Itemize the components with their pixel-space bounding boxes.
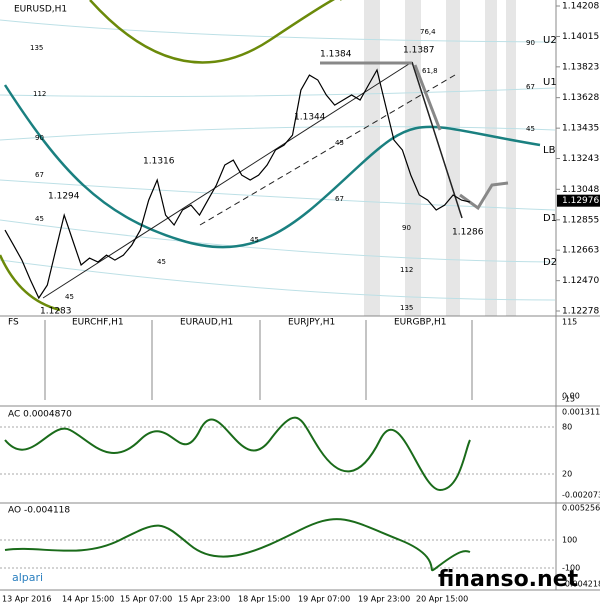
watermark: alpari bbox=[12, 571, 43, 584]
y-tick-label: 1.14015 bbox=[562, 32, 599, 42]
panel-scale-label: 0.00 bbox=[562, 392, 580, 401]
price-note: 1.1294 bbox=[48, 192, 80, 202]
time-label: 15 Apr 23:00 bbox=[178, 595, 230, 604]
panel-title: FS bbox=[8, 318, 19, 328]
y-tick-label: 1.12663 bbox=[562, 246, 599, 256]
fib-label: 135 bbox=[400, 304, 413, 312]
fib-label: 67 bbox=[335, 195, 344, 203]
ma-slow bbox=[89, 0, 342, 64]
ao-signal bbox=[4, 518, 471, 572]
price-note: 1.1286 bbox=[452, 228, 484, 238]
time-label: 19 Apr 23:00 bbox=[358, 595, 410, 604]
level-label: U2 bbox=[543, 35, 557, 46]
panel-scale-label: -100 bbox=[562, 564, 580, 573]
panel-scale-label: 100 bbox=[562, 536, 577, 545]
price-note: 1.1387 bbox=[403, 46, 435, 56]
time-label: 15 Apr 07:00 bbox=[120, 595, 172, 604]
fib-label: 45 bbox=[335, 139, 344, 147]
panel-scale-label: 80 bbox=[562, 423, 572, 432]
y-tick-label: 1.13628 bbox=[562, 93, 599, 103]
time-label: 19 Apr 07:00 bbox=[298, 595, 350, 604]
y-tick-label: 1.12470 bbox=[562, 276, 599, 286]
price-note: 1.1344 bbox=[294, 113, 326, 123]
chart-title: EURUSD,H1 bbox=[14, 5, 67, 15]
panel-scale-label: 0.005256 bbox=[562, 504, 600, 513]
panel-scale-label: 115 bbox=[562, 318, 577, 327]
fib-label: 90 bbox=[526, 39, 535, 47]
fib-label: 135 bbox=[30, 44, 43, 52]
fib-label: 67 bbox=[526, 83, 535, 91]
panel-title: EURGBP,H1 bbox=[394, 318, 446, 328]
y-tick-label: 1.13435 bbox=[562, 124, 599, 134]
fib-label: 61,8 bbox=[422, 67, 438, 75]
y-tick-label: 1.13243 bbox=[562, 154, 599, 164]
y-tick-label: 1.13048 bbox=[562, 185, 599, 195]
fib-label: 90 bbox=[402, 224, 411, 232]
panel-scale-label: 20 bbox=[562, 470, 572, 479]
price-line bbox=[4, 68, 471, 300]
y-tick-label: 1.12855 bbox=[562, 215, 599, 225]
panel-scale-label: -0.002073 bbox=[562, 491, 600, 500]
frame bbox=[0, 0, 600, 591]
level-label: LB bbox=[543, 145, 556, 156]
price-note: 1.1283 bbox=[40, 307, 72, 317]
level-label: U1 bbox=[543, 77, 557, 88]
fib-label: 45 bbox=[35, 215, 44, 223]
watermark: finanso.net bbox=[438, 567, 579, 592]
time-label: 20 Apr 15:00 bbox=[416, 595, 468, 604]
y-tick-label: 1.13823 bbox=[562, 62, 599, 72]
fib-label: 90 bbox=[35, 134, 44, 142]
panel-title: EURJPY,H1 bbox=[288, 318, 335, 328]
last-price-box bbox=[557, 194, 600, 207]
fib-label: 45 bbox=[157, 258, 166, 266]
panel-scale-label: -0.004218 bbox=[562, 580, 600, 589]
level-label: D1 bbox=[543, 213, 557, 224]
fib-label: 112 bbox=[400, 266, 413, 274]
last-price-label: 1.12976 bbox=[562, 196, 599, 206]
time-label: 13 Apr 2016 bbox=[2, 595, 51, 604]
panel-title: EURAUD,H1 bbox=[180, 318, 233, 328]
time-label: 14 Apr 15:00 bbox=[62, 595, 114, 604]
ac-signal bbox=[4, 416, 471, 492]
panel-title: AC 0.0004870 bbox=[8, 410, 72, 420]
fib-label: 76,4 bbox=[420, 28, 436, 36]
fib-label: 45 bbox=[526, 125, 535, 133]
price-note: 1.1316 bbox=[143, 157, 175, 167]
panel-title: AO -0.004118 bbox=[8, 506, 70, 516]
ma-slow bbox=[0, 254, 61, 312]
y-tick-label: 1.12278 bbox=[562, 307, 599, 317]
fib-label: 67 bbox=[35, 171, 44, 179]
panel-scale-label: -15 bbox=[562, 395, 575, 404]
level-label: D2 bbox=[543, 257, 557, 268]
fib-label: 112 bbox=[33, 90, 46, 98]
panel-title: EURCHF,H1 bbox=[72, 318, 124, 328]
price-note: 1.1384 bbox=[320, 50, 352, 60]
ma-fast bbox=[3, 84, 541, 249]
fib-label: 45 bbox=[65, 293, 74, 301]
fib-label: 45 bbox=[250, 236, 259, 244]
time-label: 18 Apr 15:00 bbox=[238, 595, 290, 604]
y-tick-label: 1.14208 bbox=[562, 2, 599, 12]
panel-scale-label: 0.001311 bbox=[562, 408, 600, 417]
